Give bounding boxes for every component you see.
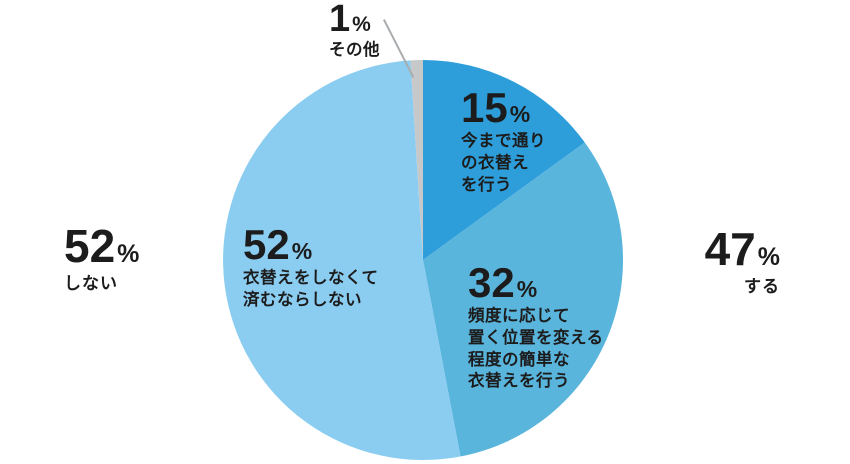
slice-label-15: 15% 今まで通り の衣替え を行う — [461, 87, 546, 196]
percent-sign: % — [352, 13, 371, 36]
pie-svg — [223, 60, 623, 460]
annotation-right-label: する — [744, 277, 780, 296]
annotation-left-shinai: 52% しない — [64, 223, 139, 295]
annotation-value-number: 47 — [704, 223, 756, 275]
slice-value-15: 15% — [461, 87, 546, 129]
slice-value-other: 1% — [329, 0, 380, 38]
slice-value-number: 32 — [468, 259, 515, 306]
slice-desc-32: 頻度に応じて 置く位置を変える 程度の簡単な 衣替えを行う — [468, 307, 604, 391]
percent-sign: % — [117, 240, 140, 268]
percent-sign: % — [291, 238, 313, 264]
pie-chart — [223, 60, 623, 460]
pie-slice-32pct — [423, 142, 623, 457]
slice-value-number: 15 — [461, 84, 508, 131]
slice-label-32: 32% 頻度に応じて 置く位置を変える 程度の簡単な 衣替えを行う — [468, 262, 604, 393]
annotation-right-value: 47% — [630, 226, 780, 272]
pie-slice-52pct — [223, 60, 461, 460]
slice-desc-52: 衣替えをしなくて 済むならしない — [243, 269, 379, 309]
annotation-value-number: 52 — [64, 220, 116, 272]
percent-sign: % — [516, 276, 538, 302]
slice-value-52: 52% — [243, 224, 379, 266]
percent-sign: % — [509, 101, 531, 127]
annotation-left-value: 52% — [64, 223, 139, 269]
slice-label-52: 52% 衣替えをしなくて 済むならしない — [243, 224, 379, 312]
slice-value-number: 52 — [243, 221, 290, 268]
percent-sign: % — [757, 243, 780, 271]
slice-label-other: 1% その他 — [329, 0, 380, 62]
slice-value-number: 1 — [329, 0, 351, 40]
annotation-right-suru: 47% する — [630, 226, 780, 298]
slice-value-32: 32% — [468, 262, 604, 304]
pie-slice-15pct — [423, 60, 585, 260]
slice-desc-other: その他 — [329, 41, 380, 59]
pie-slice-1pct — [410, 60, 423, 260]
annotation-left-label: しない — [64, 274, 118, 293]
slice-desc-15: 今まで通り の衣替え を行う — [461, 132, 546, 194]
